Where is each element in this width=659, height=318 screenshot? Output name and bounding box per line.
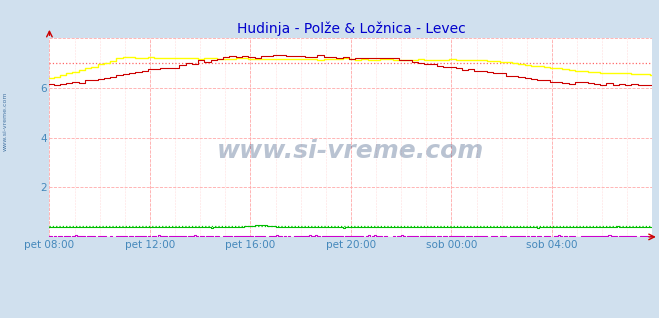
Title: Hudinja - Polže & Ložnica - Levec: Hudinja - Polže & Ložnica - Levec xyxy=(237,21,465,36)
Text: www.si-vreme.com: www.si-vreme.com xyxy=(217,140,484,163)
Text: www.si-vreme.com: www.si-vreme.com xyxy=(3,91,8,151)
